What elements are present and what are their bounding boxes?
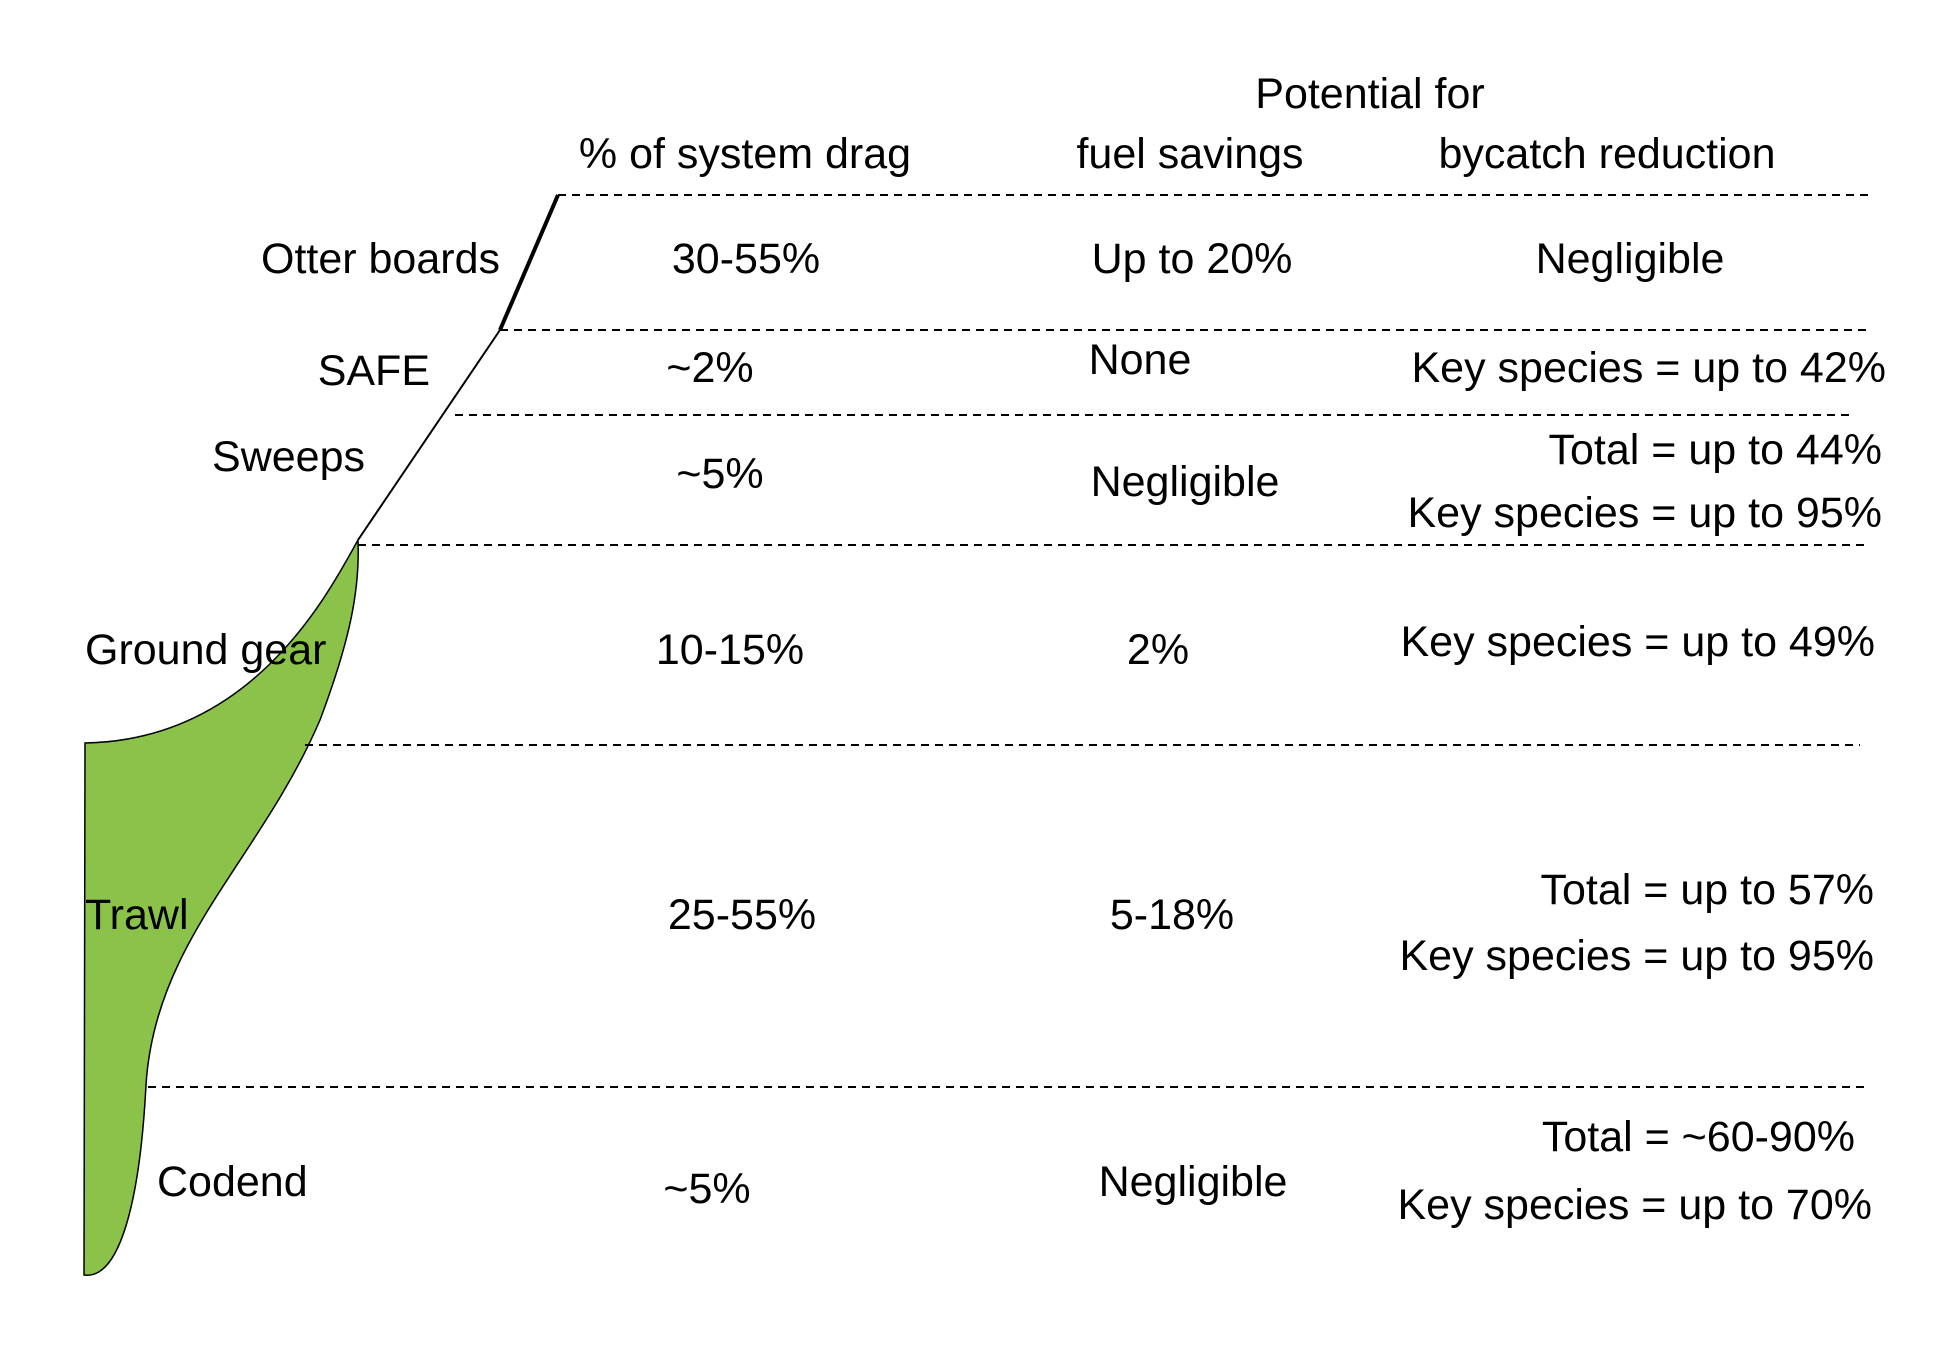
label-otter-boards: Otter boards xyxy=(261,235,500,283)
bycatch-codend-key: Key species = up to 70% xyxy=(1398,1181,1873,1229)
header-potential-for: Potential for xyxy=(1255,70,1484,118)
row-dividers xyxy=(148,194,1870,1088)
fuel-sweeps: Negligible xyxy=(1091,458,1280,506)
bridle-line xyxy=(357,329,501,541)
fuel-ground-gear: 2% xyxy=(1127,626,1189,674)
drag-otter-boards: 30-55% xyxy=(672,235,820,283)
fuel-otter-boards: Up to 20% xyxy=(1092,235,1293,283)
drag-sweeps: ~5% xyxy=(676,450,763,498)
fuel-trawl: 5-18% xyxy=(1110,891,1234,939)
bycatch-sweeps-key: Key species = up to 95% xyxy=(1408,489,1883,537)
drag-ground-gear: 10-15% xyxy=(656,626,804,674)
drag-trawl: 25-55% xyxy=(668,891,816,939)
bycatch-codend-total: Total = ~60-90% xyxy=(1542,1113,1855,1161)
drag-safe: ~2% xyxy=(666,344,753,392)
otter-board-line xyxy=(498,194,560,331)
label-safe: SAFE xyxy=(318,347,430,395)
label-ground-gear: Ground gear xyxy=(85,626,326,674)
label-trawl: Trawl xyxy=(85,891,189,939)
fuel-safe: None xyxy=(1089,336,1192,384)
bycatch-trawl-key: Key species = up to 95% xyxy=(1400,932,1875,980)
drag-codend: ~5% xyxy=(663,1165,750,1213)
label-codend: Codend xyxy=(157,1158,308,1206)
label-sweeps: Sweeps xyxy=(212,433,365,481)
bycatch-ground-gear: Key species = up to 49% xyxy=(1401,618,1876,666)
bycatch-otter-boards: Negligible xyxy=(1536,235,1725,283)
header-system-drag: % of system drag xyxy=(579,130,911,178)
header-fuel-savings: fuel savings xyxy=(1076,130,1303,178)
bycatch-sweeps-total: Total = up to 44% xyxy=(1549,426,1882,474)
trawl-net-shape xyxy=(83,537,359,1276)
fuel-codend: Negligible xyxy=(1099,1158,1288,1206)
bycatch-safe: Key species = up to 42% xyxy=(1412,344,1887,392)
bycatch-trawl-total: Total = up to 57% xyxy=(1541,866,1874,914)
header-bycatch-reduction: bycatch reduction xyxy=(1438,130,1775,178)
